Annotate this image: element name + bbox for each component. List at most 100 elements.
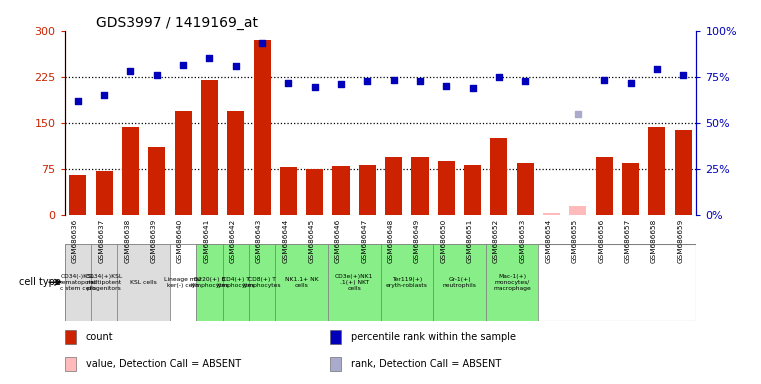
Bar	[648, 127, 665, 215]
Point	[177, 61, 189, 68]
Text: GSM686645: GSM686645	[309, 219, 315, 263]
Point	[466, 85, 479, 91]
Bar	[174, 111, 192, 215]
Text: GSM686642: GSM686642	[230, 219, 236, 263]
Bar	[385, 157, 403, 215]
Text: cell type: cell type	[19, 277, 61, 287]
Point	[493, 74, 505, 80]
Point	[203, 55, 215, 61]
Point	[72, 98, 84, 104]
Point	[151, 72, 163, 78]
Text: NK1.1+ NK
cells: NK1.1+ NK cells	[285, 277, 318, 288]
Text: B220(+) B
lymphocytes: B220(+) B lymphocytes	[190, 277, 229, 288]
Text: GSM686659: GSM686659	[677, 219, 683, 263]
Point	[361, 78, 374, 84]
Text: GSM686638: GSM686638	[125, 219, 130, 263]
Bar	[330, 330, 342, 344]
Text: GSM686656: GSM686656	[598, 219, 604, 263]
Bar	[380, 244, 433, 321]
Text: GSM686648: GSM686648	[387, 219, 393, 263]
Text: CD8(+) T
lymphocytes: CD8(+) T lymphocytes	[243, 277, 282, 288]
Bar	[117, 244, 170, 321]
Bar	[622, 163, 639, 215]
Text: GSM686640: GSM686640	[177, 219, 183, 263]
Bar	[328, 244, 380, 321]
Text: GSM686652: GSM686652	[493, 219, 499, 263]
Bar	[65, 244, 91, 321]
Text: GSM686637: GSM686637	[98, 219, 104, 263]
Text: count: count	[85, 332, 113, 342]
Bar	[122, 127, 139, 215]
Bar	[486, 244, 539, 321]
Bar	[306, 169, 323, 215]
Bar	[65, 357, 76, 371]
Bar	[223, 244, 249, 321]
Point	[124, 68, 136, 74]
Text: GSM686636: GSM686636	[72, 219, 78, 263]
Point	[387, 77, 400, 83]
Text: GSM686655: GSM686655	[572, 219, 578, 263]
Point	[440, 83, 452, 89]
Text: Gr-1(+)
neutrophils: Gr-1(+) neutrophils	[442, 277, 476, 288]
Point	[282, 80, 295, 86]
Point	[519, 78, 531, 84]
Bar	[330, 357, 342, 371]
Bar	[196, 244, 222, 321]
Text: GSM686643: GSM686643	[256, 219, 262, 263]
Text: GSM686649: GSM686649	[414, 219, 420, 263]
Bar	[517, 163, 533, 215]
Text: Lineage mar
ker(-) cells: Lineage mar ker(-) cells	[164, 277, 202, 288]
Point	[572, 111, 584, 117]
Text: percentile rank within the sample: percentile rank within the sample	[351, 332, 516, 342]
Text: GSM686653: GSM686653	[519, 219, 525, 263]
Text: CD34(+)KSL
multipotent
progenitors: CD34(+)KSL multipotent progenitors	[85, 274, 123, 291]
Bar	[91, 244, 117, 321]
Text: Mac-1(+)
monocytes/
macrophage: Mac-1(+) monocytes/ macrophage	[493, 274, 531, 291]
Text: GSM686650: GSM686650	[441, 219, 446, 263]
Text: GSM686654: GSM686654	[546, 219, 552, 263]
Text: GSM686641: GSM686641	[203, 219, 209, 263]
Bar	[596, 157, 613, 215]
Text: GSM686658: GSM686658	[651, 219, 657, 263]
Bar	[253, 40, 271, 215]
Text: CD34(-)KSL
hematopoiet
c stem cells: CD34(-)KSL hematopoiet c stem cells	[59, 274, 97, 291]
Bar	[69, 175, 87, 215]
Text: GSM686646: GSM686646	[335, 219, 341, 263]
Bar	[333, 166, 349, 215]
Text: KSL cells: KSL cells	[130, 280, 157, 285]
Text: Ter119(+)
eryth­roblasts: Ter119(+) eryth­roblasts	[386, 277, 428, 288]
Bar	[674, 130, 692, 215]
Text: GSM686657: GSM686657	[625, 219, 631, 263]
Bar	[543, 213, 560, 215]
Point	[309, 84, 321, 90]
Point	[625, 80, 637, 86]
Point	[335, 81, 347, 87]
Point	[230, 63, 242, 70]
Bar	[96, 171, 113, 215]
Bar	[249, 244, 275, 321]
Bar	[148, 147, 165, 215]
Text: GSM686639: GSM686639	[151, 219, 157, 263]
Point	[414, 78, 426, 84]
Point	[98, 92, 110, 98]
Point	[651, 66, 663, 72]
Text: CD3e(+)NK1
.1(+) NKT
cells: CD3e(+)NK1 .1(+) NKT cells	[335, 274, 374, 291]
Text: CD4(+) T
lymphocytes: CD4(+) T lymphocytes	[216, 277, 255, 288]
Bar	[412, 157, 428, 215]
Bar	[65, 330, 76, 344]
Text: GSM686647: GSM686647	[361, 219, 368, 263]
Text: rank, Detection Call = ABSENT: rank, Detection Call = ABSENT	[351, 359, 501, 369]
Point	[256, 40, 268, 46]
Text: GSM686644: GSM686644	[282, 219, 288, 263]
Bar	[433, 244, 486, 321]
Bar	[490, 138, 508, 215]
Bar	[569, 206, 587, 215]
Bar	[464, 165, 481, 215]
Bar	[358, 165, 376, 215]
Bar	[228, 111, 244, 215]
Bar	[201, 80, 218, 215]
Text: value, Detection Call = ABSENT: value, Detection Call = ABSENT	[85, 359, 240, 369]
Point	[598, 77, 610, 83]
Text: GSM686651: GSM686651	[466, 219, 473, 263]
Bar	[438, 161, 455, 215]
